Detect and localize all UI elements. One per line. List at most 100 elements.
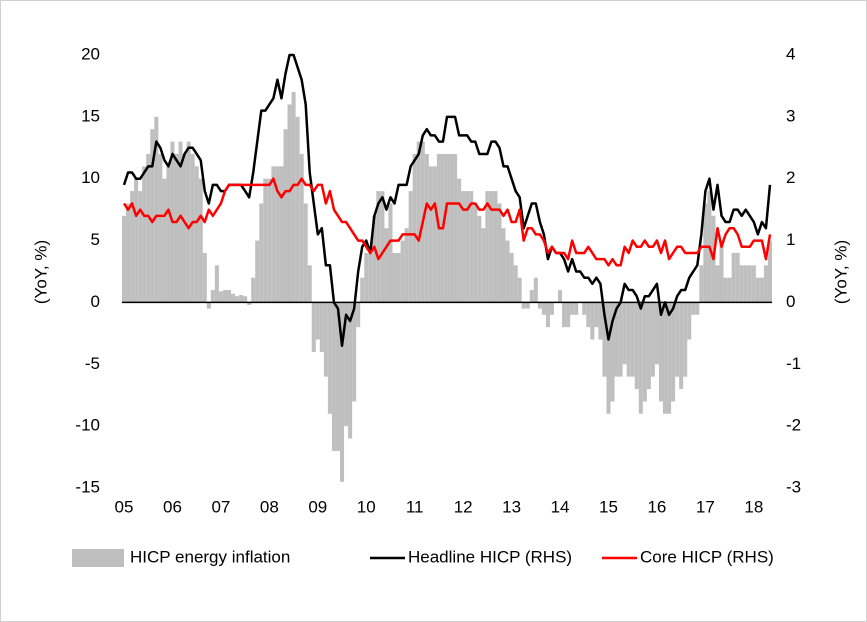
x-tick-label: 16 [647,497,666,516]
bar [327,302,332,414]
bar [545,302,550,328]
y2-tick-label: 2 [786,168,795,187]
bar [182,153,187,303]
bar [602,302,607,377]
bar [695,302,700,315]
bar [174,153,179,303]
bar [412,153,417,303]
bar [650,302,655,377]
bar [146,153,151,303]
bar [166,166,171,303]
x-tick-label: 18 [744,497,763,516]
bar [360,277,365,303]
y2-tick-label: 1 [786,230,795,249]
bar [533,277,538,303]
bar [271,166,276,303]
bar [267,178,272,303]
bar [202,252,207,303]
y2-tick-label: -3 [786,477,801,496]
x-tick-label: 07 [211,497,230,516]
bar [416,141,421,303]
bar [541,302,546,315]
bar [275,166,280,303]
x-tick-label: 13 [502,497,521,516]
x-tick-label: 10 [357,497,376,516]
bar [311,302,316,352]
bar [214,265,219,303]
bar [364,252,369,303]
bar [662,302,668,414]
bar [767,240,772,303]
y-tick-label: 10 [81,168,100,187]
bar [614,302,619,377]
bar [198,178,203,303]
bar [368,252,373,303]
bar [134,178,139,303]
bar [348,302,353,439]
bar [634,302,639,390]
bar [497,203,502,303]
y-tick-label: 20 [81,44,100,63]
bar [222,290,227,303]
bar [759,277,764,303]
x-tick-label: 14 [551,497,570,516]
y2-tick-label: 0 [786,292,795,311]
bar [287,104,292,303]
bar [594,302,599,328]
y2-tick-label: 4 [786,44,795,63]
bar [291,92,296,303]
bar [461,191,466,303]
x-tick-label: 17 [696,497,715,516]
bar [525,302,530,309]
bar [743,265,748,303]
bar [239,295,244,303]
bar [691,302,696,315]
legend-label: Core HICP (RHS) [640,547,774,566]
y-tick-label: 0 [91,292,100,311]
bar [658,302,663,402]
bar [739,265,744,303]
bar [493,191,498,303]
bar [226,290,232,303]
bar [352,302,357,402]
bar [574,302,579,315]
bar [319,302,324,352]
bar [396,252,401,303]
bar [501,228,506,303]
bar [138,191,143,303]
bar [424,153,429,303]
bar [610,302,615,402]
bar [630,302,635,377]
bar [400,240,405,303]
bar [679,302,684,390]
bar [755,277,760,303]
bar [122,215,127,303]
bar [295,116,300,303]
bar [384,228,389,303]
y2-axis-label: (YoY, %) [831,240,850,304]
bar [453,153,458,303]
bar [699,265,704,303]
bar [566,302,571,328]
bar [719,240,724,303]
bar [537,302,542,309]
bar [259,203,264,303]
bar [130,191,135,303]
bar [723,277,728,303]
bar [344,302,349,427]
bar [638,302,643,414]
bar [590,302,595,340]
legend-swatch [72,549,124,567]
bar [618,302,623,377]
bar [392,252,397,303]
bar [735,252,740,303]
bar [335,302,341,451]
bar [404,228,409,303]
bar [444,153,450,303]
x-tick-label: 09 [308,497,327,516]
bar [356,302,361,328]
bar [675,302,680,377]
bar [303,203,308,303]
